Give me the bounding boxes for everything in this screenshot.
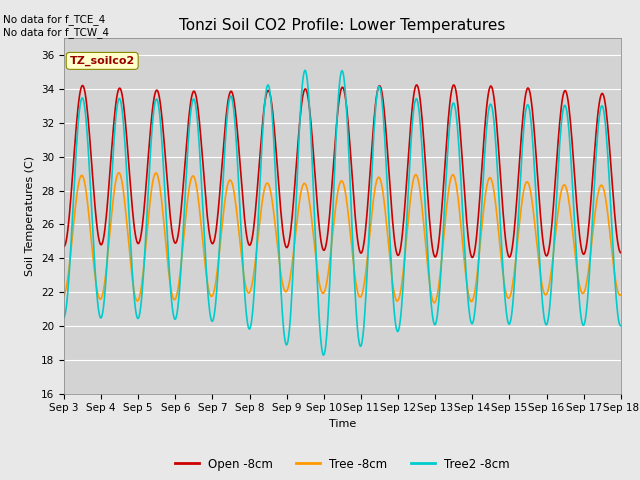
Title: Tonzi Soil CO2 Profile: Lower Temperatures: Tonzi Soil CO2 Profile: Lower Temperatur… [179, 18, 506, 33]
Legend: Open -8cm, Tree -8cm, Tree2 -8cm: Open -8cm, Tree -8cm, Tree2 -8cm [170, 453, 515, 475]
Tree -8cm [617, 292, 625, 298]
Line: Open -8cm: Open -8cm [64, 85, 621, 258]
Tree2 -8cm [301, 67, 308, 73]
Open -8cm [410, 90, 418, 96]
Y-axis label: Soil Temperatures (C): Soil Temperatures (C) [26, 156, 35, 276]
Tree -8cm [115, 170, 123, 176]
Text: No data for f_TCE_4
No data for f_TCW_4: No data for f_TCE_4 No data for f_TCW_4 [3, 14, 109, 38]
Tree -8cm [430, 300, 438, 306]
Tree -8cm [428, 290, 435, 296]
Text: TZ_soilco2: TZ_soilco2 [70, 56, 135, 66]
Open -8cm [413, 82, 420, 88]
Tree2 -8cm [319, 352, 327, 358]
Open -8cm [127, 194, 135, 200]
Open -8cm [70, 152, 78, 157]
Tree -8cm [60, 292, 68, 298]
Tree -8cm [214, 261, 222, 266]
Tree -8cm [411, 172, 419, 178]
Tree2 -8cm [184, 144, 192, 150]
Open -8cm [184, 124, 192, 130]
Tree2 -8cm [60, 314, 68, 320]
Tree -8cm [70, 216, 78, 222]
Tree2 -8cm [617, 323, 625, 329]
Tree2 -8cm [214, 279, 221, 285]
Open -8cm [214, 216, 221, 222]
Tree2 -8cm [70, 185, 78, 191]
Line: Tree2 -8cm: Tree2 -8cm [64, 70, 621, 355]
X-axis label: Time: Time [329, 419, 356, 429]
Tree2 -8cm [412, 96, 419, 102]
Open -8cm [60, 243, 68, 249]
Tree2 -8cm [127, 254, 135, 260]
Open -8cm [428, 234, 435, 240]
Tree -8cm [185, 189, 193, 194]
Open -8cm [617, 250, 625, 255]
Line: Tree -8cm: Tree -8cm [64, 173, 621, 303]
Open -8cm [468, 255, 476, 261]
Tree -8cm [128, 275, 136, 280]
Tree2 -8cm [428, 308, 436, 313]
